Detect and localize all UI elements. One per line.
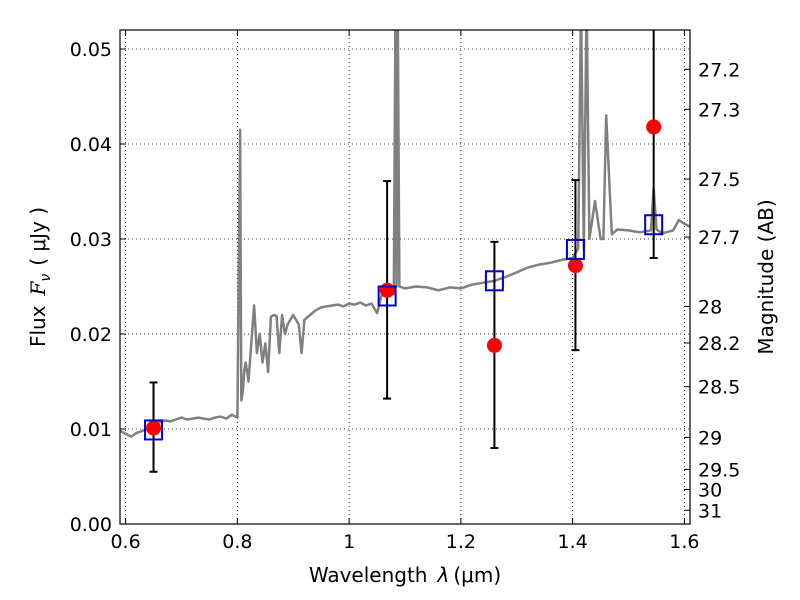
y2-axis-label: Magnitude (AB)	[754, 199, 778, 354]
axes: 0.6 0.8 1 1.2 1.4 1.6 0.00 0.01 0.02 0.03 0.04 0.05…	[70, 30, 740, 553]
y-axis-label: FluxFν( μJy )	[26, 207, 54, 347]
x-tick-label: 1.4	[558, 531, 588, 553]
y2-tick-label: 28	[698, 296, 722, 318]
y2-tick-label: 27.2	[698, 59, 740, 81]
gridlines	[120, 30, 690, 525]
y2-tick-label: 30	[698, 480, 722, 502]
y-tick-label: 0.05	[70, 39, 112, 61]
synthetic-point	[644, 214, 664, 236]
observed-point	[486, 337, 502, 353]
plot-area	[120, 30, 690, 473]
synthetic-point	[377, 285, 397, 307]
y2-tick-label: 28.2	[698, 333, 740, 355]
y2-tick-label: 29	[698, 427, 722, 449]
y2-tick-label: 27.5	[698, 169, 740, 191]
y2-tick-label: 27.7	[698, 227, 740, 249]
y2-tick-label: 29.5	[698, 459, 740, 481]
synthetic-point	[144, 419, 164, 441]
x-tick-label: 0.8	[222, 531, 252, 553]
y2-tick-label: 28.5	[698, 377, 740, 399]
observed-point	[646, 119, 662, 135]
y-tick-label: 0.01	[70, 419, 112, 441]
observed-point	[146, 420, 162, 436]
x-tick-label: 1.6	[669, 531, 699, 553]
y2-tick-label: 27.3	[698, 99, 740, 121]
x-tick-label: 1.2	[446, 531, 476, 553]
observed-point	[379, 282, 395, 298]
model-spectrum-line	[120, 30, 690, 438]
x-tick-label: 1	[343, 531, 355, 553]
y-tick-label: 0.03	[70, 229, 112, 251]
synthetic-point	[565, 238, 585, 260]
y-tick-label: 0.00	[70, 514, 112, 536]
y2-tick-label: 31	[698, 500, 722, 522]
x-axis-label: Wavelength λ (μm)	[309, 563, 501, 587]
observed-point	[567, 258, 583, 274]
synthetic-point	[484, 270, 504, 292]
y-tick-label: 0.02	[70, 324, 112, 346]
plot-frame	[119, 29, 691, 525]
x-tick-label: 0.6	[110, 531, 140, 553]
y-tick-label: 0.04	[70, 134, 112, 156]
